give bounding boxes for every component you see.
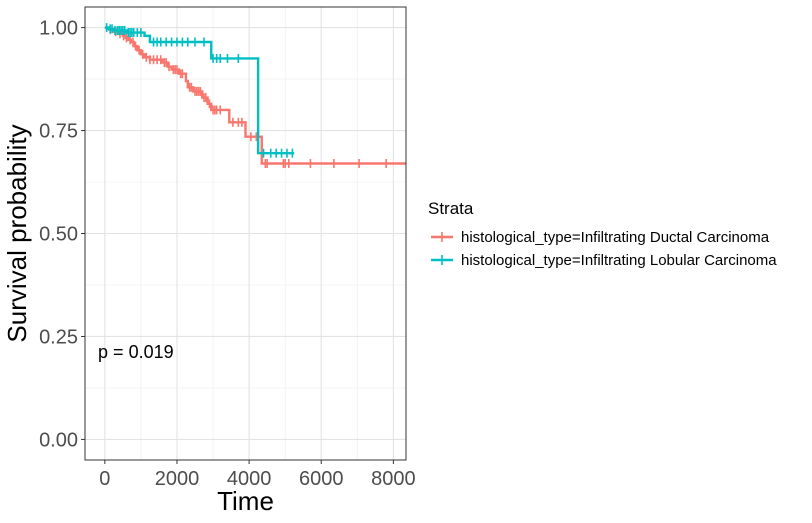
legend: Strata histological_type=Infiltrating Du…	[428, 199, 777, 269]
y-axis-tick-label: 0.25	[39, 326, 78, 348]
x-axis-tick-label: 2000	[155, 468, 200, 490]
legend-items: histological_type=Infiltrating Ductal Ca…	[431, 229, 777, 269]
axes: 0 2000 4000 6000 8000 0.00 0.25 0.50 0.75 1.00	[39, 18, 416, 490]
legend-label: histological_type=Infiltrating Ductal Ca…	[461, 229, 770, 246]
pvalue-annotation: p = 0.019	[98, 342, 174, 362]
legend-label: histological_type=Infiltrating Lobular C…	[461, 252, 777, 269]
x-axis-tick-label: 4000	[227, 468, 272, 490]
x-axis-tick-label: 0	[99, 468, 110, 490]
y-axis-title: Survival probability	[2, 124, 32, 342]
x-axis-tick-label: 8000	[371, 468, 416, 490]
legend-title: Strata	[428, 199, 474, 218]
y-axis-tick-label: 0.75	[39, 121, 78, 143]
series-layer	[104, 23, 406, 168]
x-axis-title: Time	[217, 486, 274, 516]
grid	[85, 7, 406, 460]
lobular-survival-curve	[104, 26, 295, 155]
x-axis-tick-label: 6000	[299, 468, 344, 490]
y-axis-tick-label: 1.00	[39, 18, 78, 40]
y-axis-tick-label: 0.00	[39, 429, 78, 451]
series-group	[104, 23, 295, 158]
y-axis-tick-label: 0.50	[39, 224, 78, 246]
